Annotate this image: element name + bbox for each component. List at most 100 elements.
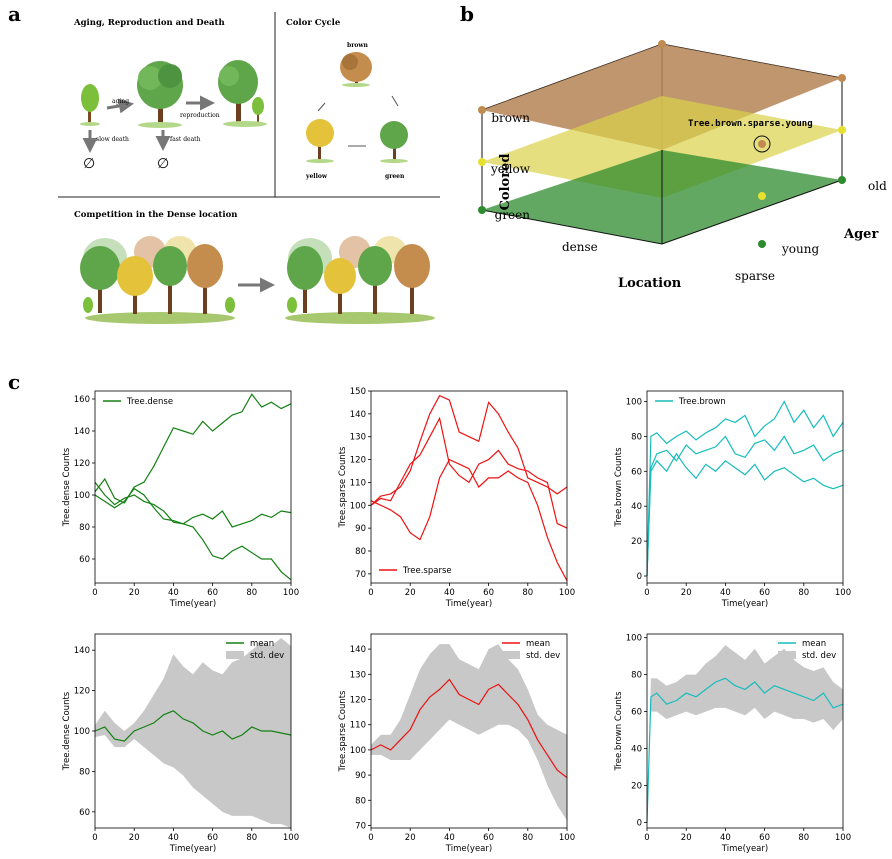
x-tick-label: 80: [246, 588, 257, 598]
legend: mean std. dev: [226, 639, 284, 661]
node-green-front: [758, 240, 766, 248]
node-yellow-left: [478, 158, 486, 166]
x-tick-label: 20: [681, 588, 692, 598]
highlight-node: [758, 140, 766, 148]
mean-line: [370, 678, 568, 779]
slow-death-empty-set: ∅: [83, 156, 95, 172]
x-tick-label: 100: [559, 588, 575, 598]
x-tick-label: 60: [759, 588, 770, 598]
x-tick-label: 80: [246, 833, 257, 843]
aging-section-title: Aging, Reproduction and Death: [73, 18, 225, 28]
y-tick-label: 40: [631, 745, 642, 755]
y-tick-label: 60: [79, 808, 90, 818]
std-dev-band: [95, 638, 291, 828]
y-tick-label: 90: [355, 524, 366, 534]
node-brown-left: [478, 106, 486, 114]
x-tick-label: 60: [759, 833, 770, 843]
reproducing-tree-icon: [218, 60, 267, 127]
plot-frame: [370, 633, 568, 829]
x-axis-label: Time(year): [721, 844, 768, 854]
node-brown-right: [838, 74, 846, 82]
chart-2: 0 20 40 60 80 100 70 80 90 100 110 120 130 140 150 Time…: [338, 387, 575, 609]
loc-sparse-label: sparse: [735, 269, 775, 283]
y-tick-label: 100: [626, 397, 642, 407]
y-tick-label: 140: [74, 427, 90, 437]
x-tick-label: 20: [129, 833, 140, 843]
x-tick-label: 20: [681, 833, 692, 843]
y-tick-label: 70: [355, 570, 366, 580]
y-tick-label: 60: [631, 708, 642, 718]
x-tick-label: 80: [798, 833, 809, 843]
plot-frame: [646, 390, 844, 584]
y-tick-label: 150: [350, 387, 366, 397]
y-tick-label: 140: [350, 410, 366, 420]
sapling-tree-icon: [80, 84, 100, 126]
legend-label: std. dev: [250, 651, 284, 661]
series-line-3: [94, 481, 292, 581]
y-axis-label: Tree.sparse Counts: [338, 690, 348, 773]
yellow-layer-plane: [482, 96, 842, 198]
x-tick-label: 80: [522, 833, 533, 843]
x-tick-label: 100: [835, 588, 851, 598]
series-line-1: [370, 394, 568, 506]
series-line-2: [94, 487, 292, 528]
dense-forest-after: [285, 236, 435, 324]
y-tick-label: 120: [350, 456, 366, 466]
chart-1: 0 20 40 60 80 100 60 80 100 120 140 160 Time(year) Tr…: [62, 390, 299, 609]
mean-line: [94, 710, 292, 742]
y-axis-label: Tree.brown Counts: [614, 691, 624, 772]
y-tick-label: 110: [350, 721, 366, 731]
node-yellow-front: [758, 192, 766, 200]
y-tick-label: 40: [631, 502, 642, 512]
legend-swatch: [226, 651, 244, 659]
legend-label: mean: [250, 639, 274, 649]
cycle-brown-label: brown: [347, 42, 369, 49]
legend-label: Tree.brown: [678, 397, 726, 407]
x-tick-label: 0: [92, 588, 97, 598]
y-tick-label: 20: [631, 782, 642, 792]
y-tick-label: 120: [74, 687, 90, 697]
y-tick-label: 130: [350, 433, 366, 443]
green-tree-icon: [380, 121, 408, 163]
series-line-1: [646, 400, 844, 577]
slow-death-label: slow death: [96, 136, 129, 143]
reproduction-label: reproduction: [180, 112, 220, 119]
y-tick-label: 100: [74, 491, 90, 501]
series-line-2: [646, 435, 844, 577]
legend-label: std. dev: [526, 651, 560, 661]
y-tick-label: 100: [350, 501, 366, 511]
legend-swatch: [502, 651, 520, 659]
y-axis-label: Tree.brown Counts: [614, 447, 624, 528]
x-axis-label: Time(year): [445, 599, 492, 609]
legend: mean std. dev: [502, 639, 560, 661]
std-dev-band: [371, 644, 567, 821]
panel-label-b: b: [460, 2, 474, 26]
x-tick-label: 60: [207, 833, 218, 843]
panel-label-c: c: [8, 370, 21, 394]
state-annotation: Tree.brown.sparse.young: [688, 119, 813, 129]
cycle-yellow-label: yellow: [305, 173, 328, 180]
y-axis-label: Tree.sparse Counts: [338, 446, 348, 529]
std-dev-band: [647, 645, 843, 823]
x-tick-label: 20: [405, 588, 416, 598]
chart-6: 0 20 40 60 80 100 0 20 40 60 80 100 Time(year) Tree.b…: [614, 633, 851, 854]
node-green-right: [838, 176, 846, 184]
y-tick-label: 110: [350, 478, 366, 488]
y-tick-label: 90: [355, 771, 366, 781]
chart-4: 0 20 40 60 80 100 60 80 100 120 140 Time(year) Tree.…: [62, 633, 299, 854]
legend-label: Tree.sparse: [402, 566, 452, 576]
x-tick-label: 60: [483, 833, 494, 843]
x-tick-label: 0: [368, 833, 373, 843]
series-line-1: [94, 393, 292, 504]
mature-tree-icon: [137, 61, 183, 128]
x-tick-label: 0: [92, 833, 97, 843]
y-tick-label: 0: [637, 818, 642, 828]
cycle-arrow-2: [391, 95, 399, 107]
y-tick-label: 0: [637, 572, 642, 582]
y-tick-label: 80: [631, 671, 642, 681]
axis-location-label: Location: [618, 276, 682, 291]
series-line-2: [370, 458, 568, 581]
mean-line: [646, 677, 844, 823]
x-tick-label: 40: [720, 833, 731, 843]
y-tick-label: 140: [74, 646, 90, 656]
